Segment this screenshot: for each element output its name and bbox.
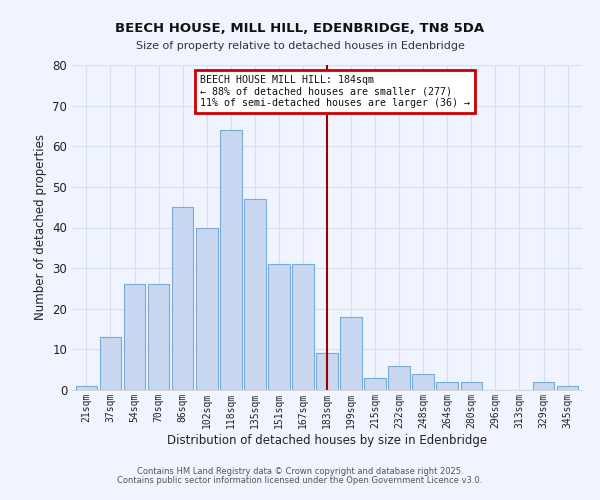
Text: Contains public sector information licensed under the Open Government Licence v3: Contains public sector information licen… — [118, 476, 482, 485]
Bar — [412, 374, 434, 390]
Bar — [76, 386, 97, 390]
Bar — [100, 337, 121, 390]
Bar — [292, 264, 314, 390]
Y-axis label: Number of detached properties: Number of detached properties — [34, 134, 47, 320]
Text: Contains HM Land Registry data © Crown copyright and database right 2025.: Contains HM Land Registry data © Crown c… — [137, 467, 463, 476]
Bar — [557, 386, 578, 390]
Bar — [148, 284, 169, 390]
Bar — [340, 317, 362, 390]
Bar — [220, 130, 242, 390]
Bar — [124, 284, 145, 390]
Bar — [364, 378, 386, 390]
Bar — [388, 366, 410, 390]
Bar — [268, 264, 290, 390]
Bar — [244, 199, 266, 390]
Bar — [436, 382, 458, 390]
X-axis label: Distribution of detached houses by size in Edenbridge: Distribution of detached houses by size … — [167, 434, 487, 446]
Bar — [461, 382, 482, 390]
Text: BEECH HOUSE MILL HILL: 184sqm
← 88% of detached houses are smaller (277)
11% of : BEECH HOUSE MILL HILL: 184sqm ← 88% of d… — [199, 75, 470, 108]
Bar — [533, 382, 554, 390]
Bar — [316, 354, 338, 390]
Text: Size of property relative to detached houses in Edenbridge: Size of property relative to detached ho… — [136, 41, 464, 51]
Bar — [172, 207, 193, 390]
Bar — [196, 228, 218, 390]
Text: BEECH HOUSE, MILL HILL, EDENBRIDGE, TN8 5DA: BEECH HOUSE, MILL HILL, EDENBRIDGE, TN8 … — [115, 22, 485, 36]
